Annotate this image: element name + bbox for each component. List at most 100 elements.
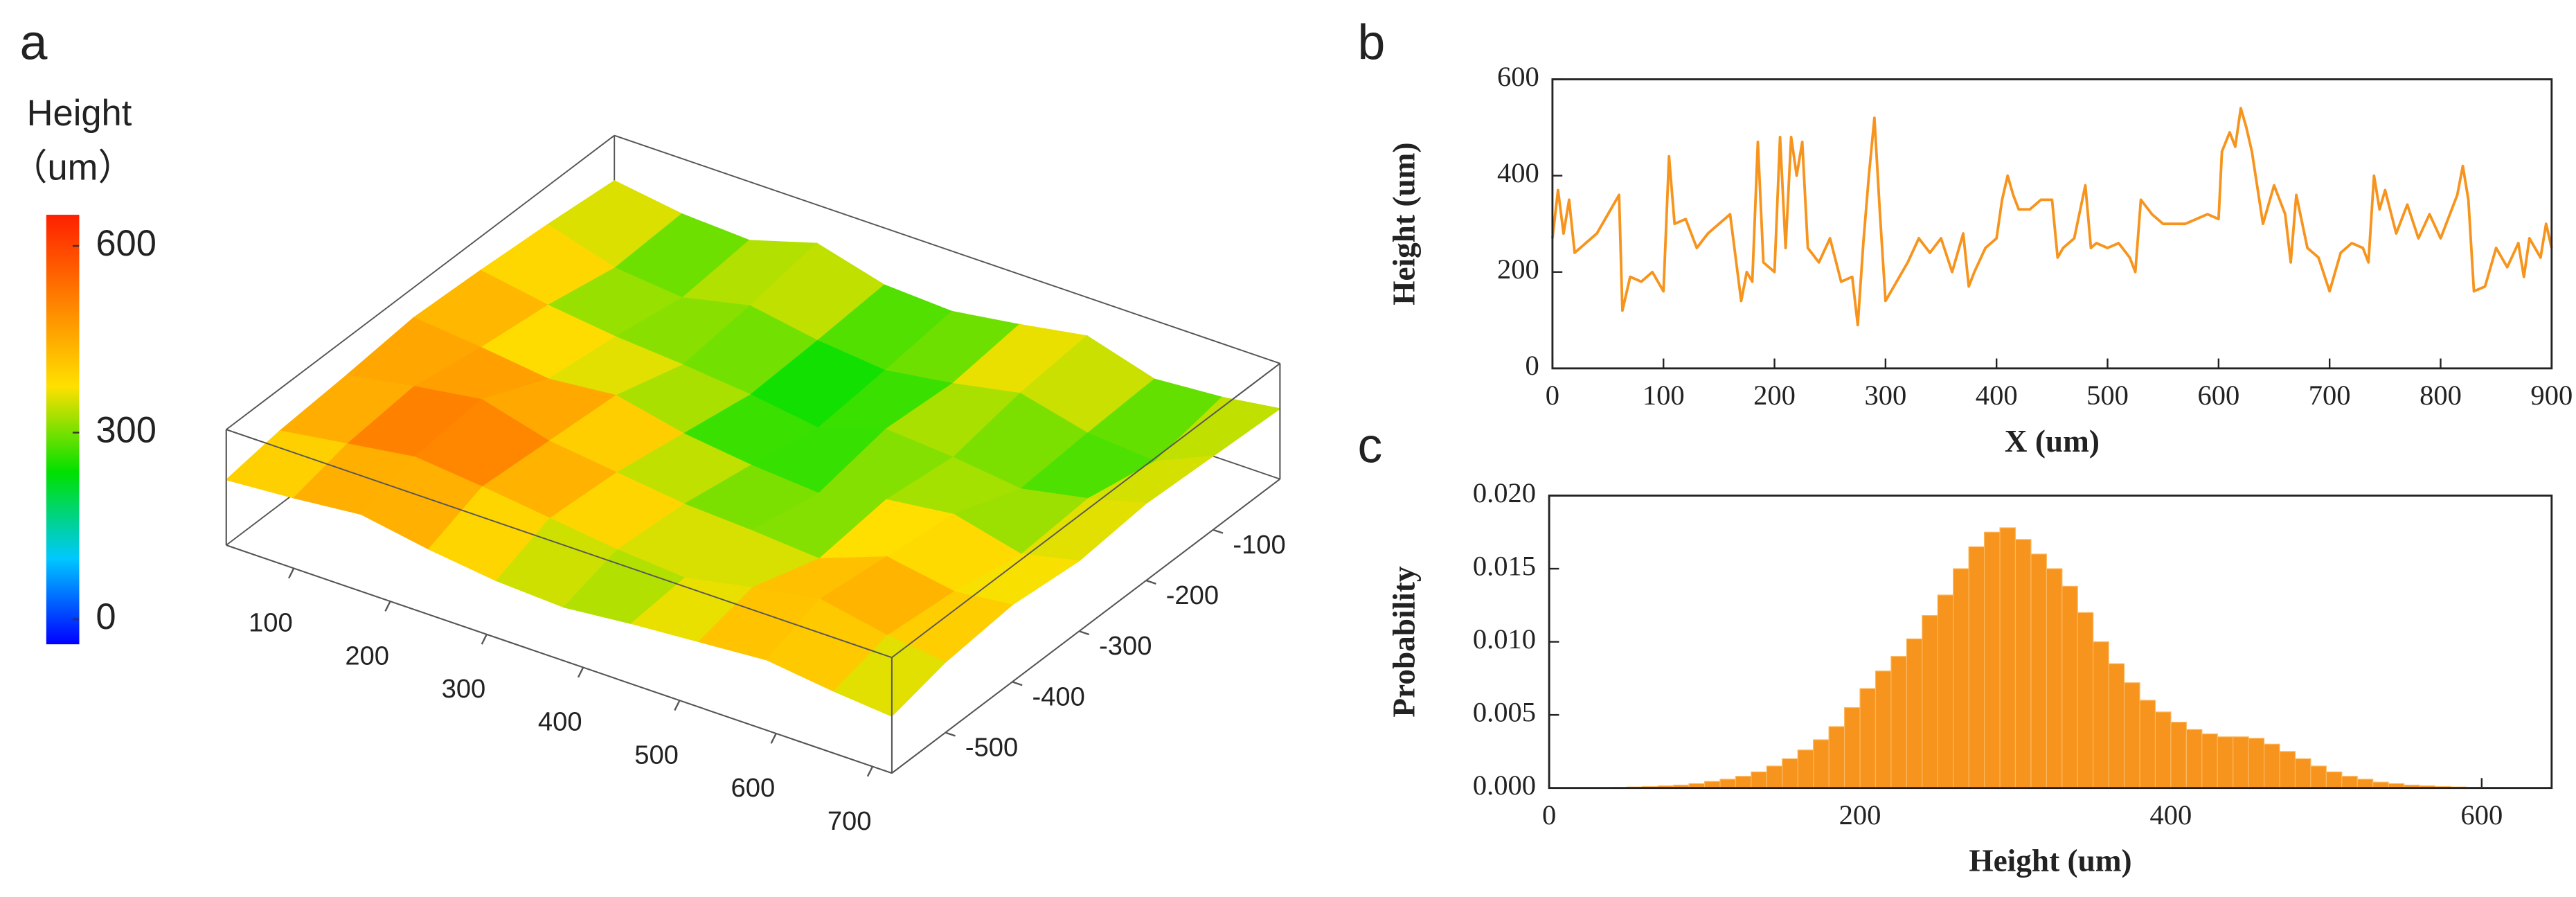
histogram-bar (1890, 656, 1907, 789)
x-tick (577, 667, 584, 678)
histogram-bar (1968, 546, 1985, 789)
histogram-bar (1983, 531, 2001, 789)
histogram-bar (2046, 568, 2063, 789)
histogram-bar (2341, 776, 2358, 789)
histogram-bar (2263, 743, 2280, 789)
x-tick (674, 700, 681, 711)
y-tick-label: 0.010 (1473, 623, 1536, 655)
histogram-bar (1828, 726, 1845, 789)
histogram-bar (1906, 638, 1923, 789)
axes-frame (1551, 78, 2553, 370)
histogram-bar (2030, 553, 2047, 789)
x-tick (481, 634, 488, 645)
x-tick (288, 567, 295, 579)
histogram-bar (2279, 751, 2296, 789)
x-tick-label: 500 (634, 740, 679, 770)
y-tick (1012, 681, 1023, 686)
histogram-bar (1766, 765, 1783, 789)
histogram-bar (2325, 771, 2343, 789)
x-tick-label: 0 (1542, 799, 1556, 831)
y-tick-label: 0.000 (1473, 770, 1536, 801)
histogram-bar (2233, 736, 2249, 789)
panel-label: b (1357, 15, 1385, 71)
histogram-bar (2108, 663, 2125, 789)
x-tick-label: 200 (1839, 799, 1881, 831)
x-tick (770, 733, 777, 744)
x-axis-title: Height (um) (1969, 844, 2131, 878)
panel-label: a (20, 15, 48, 71)
histogram-bar (2310, 765, 2327, 789)
histogram-bar (2217, 736, 2234, 789)
histogram-bar (2185, 729, 2203, 789)
x-tick-label: 100 (249, 608, 293, 638)
box-edge (891, 478, 1280, 774)
histogram-bar (1922, 614, 1938, 789)
y-tick-label: -300 (1099, 631, 1152, 661)
x-tick-label: 200 (345, 641, 389, 670)
x-tick-label: 100 (1643, 380, 1685, 411)
x-tick (866, 766, 874, 777)
figure-content: a Height （um） 0 300 600 100 200 300 400 500 600 700 -… (11, 15, 2573, 878)
y-tick-label: 200 (1497, 254, 1539, 285)
histogram-bar (2248, 738, 2265, 789)
x-tick-label: 700 (828, 806, 872, 836)
x-tick-label: 400 (1976, 380, 2018, 411)
y-tick-label: 600 (1497, 61, 1539, 92)
x-axis-title: X (um) (2005, 424, 2100, 459)
histogram-bar (1999, 527, 2016, 789)
x-tick (384, 601, 391, 612)
y-tick-label: -200 (1166, 580, 1219, 610)
panel-label: c (1357, 418, 1382, 474)
histogram-bar (2093, 641, 2109, 789)
x-tick-label: 900 (2530, 380, 2573, 411)
histogram-bar (1813, 739, 1830, 789)
x-tick-label: 600 (2460, 799, 2503, 831)
y-tick-label: 400 (1497, 157, 1539, 188)
x-tick-label: 600 (731, 773, 776, 803)
histogram-bar (1859, 688, 1877, 789)
y-tick (1079, 630, 1090, 636)
box-edge (226, 429, 893, 659)
histogram-bar (1875, 670, 1892, 789)
y-tick-label: -100 (1233, 530, 1285, 560)
x-tick-label: 0 (1546, 380, 1559, 411)
x-tick-label: 600 (2197, 380, 2239, 411)
histogram-bar (2170, 722, 2187, 789)
x-tick-label: 300 (442, 674, 486, 704)
y-axis-title: Probability (1386, 566, 1421, 717)
histogram-bar (2139, 700, 2156, 789)
colorbar-title: Height (27, 94, 132, 134)
axes-frame (1548, 495, 2553, 790)
histogram-bar (1797, 749, 1814, 789)
histogram-bar (1735, 776, 1752, 789)
colorbar-unit: （um） (11, 148, 134, 188)
histogram-bar (2201, 733, 2218, 789)
box-edge (226, 544, 893, 774)
y-axis-title: Height (um) (1386, 143, 1421, 305)
y-tick-label: -400 (1032, 682, 1084, 711)
histogram-bar (2077, 612, 2094, 789)
box-edge (226, 134, 615, 430)
y-tick-label: 0.005 (1473, 696, 1536, 727)
x-tick-label: 400 (538, 707, 582, 737)
colorbar-tick-label: 0 (96, 597, 116, 637)
histogram-bar (1843, 707, 1861, 789)
x-tick-label: 300 (1864, 380, 1906, 411)
y-tick (1213, 529, 1224, 534)
histogram-bar (1751, 771, 1767, 789)
histogram-bar (2123, 682, 2140, 789)
x-tick-label: 700 (2309, 380, 2351, 411)
histogram-bar (2294, 758, 2311, 789)
histogram-bar (1719, 779, 1737, 789)
histogram-bar (1782, 758, 1798, 789)
x-tick-label: 200 (1753, 380, 1796, 411)
y-tick-label: 0.015 (1473, 550, 1536, 581)
histogram-bar (2356, 779, 2374, 789)
histogram-bar (2061, 585, 2078, 789)
x-tick-label: 500 (2086, 380, 2129, 411)
histogram-bar (2154, 711, 2172, 789)
x-tick-label: 400 (2150, 799, 2192, 831)
y-tick (1145, 579, 1156, 585)
histogram-bar (2014, 539, 2032, 789)
